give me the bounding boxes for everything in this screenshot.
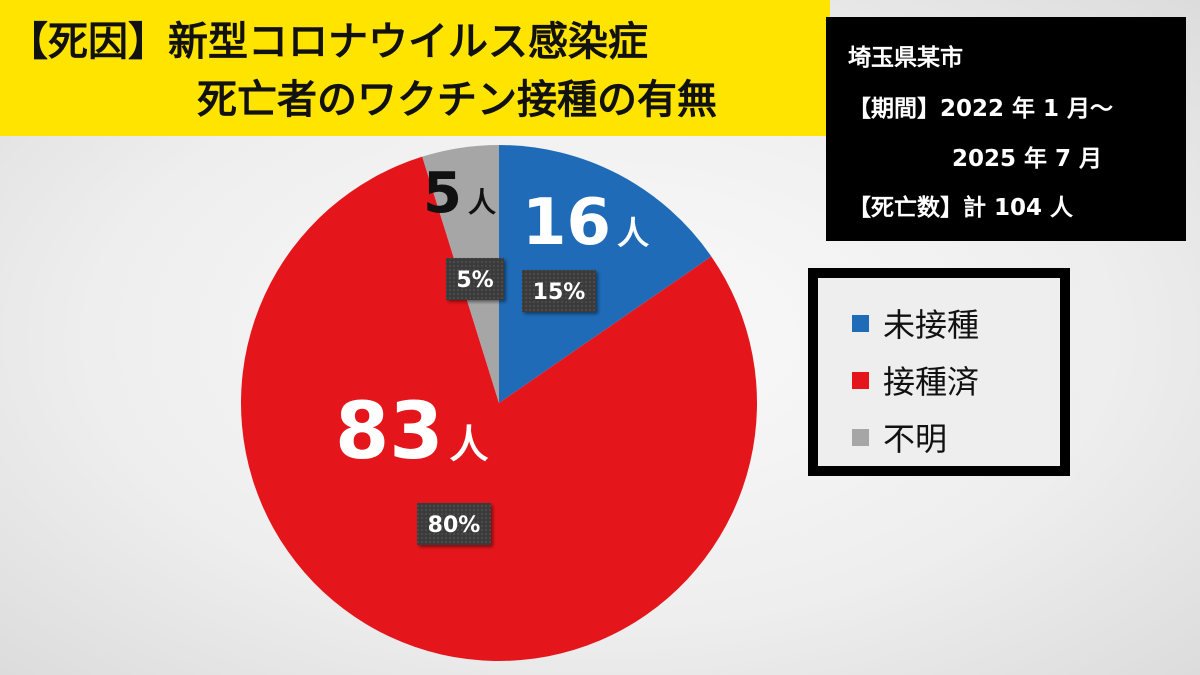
slice-count-label-unvaccinated: 16 人 xyxy=(522,186,649,260)
slice-count-value-unvaccinated: 16 xyxy=(522,186,611,260)
info-death-count: 【死亡数】計 104 人 xyxy=(848,195,1074,221)
percent-label-box xyxy=(446,258,504,300)
legend-item-unknown: 不明 xyxy=(852,414,947,460)
percent-label-text: 80% xyxy=(428,513,481,538)
slice-count-unit-unvaccinated: 人 xyxy=(617,214,649,252)
legend-swatch-vaccinated xyxy=(852,371,869,389)
slice-percent-label-vaccinated: 80% xyxy=(417,503,491,545)
slice-percent-label-unvaccinated: 15% xyxy=(522,270,596,312)
legend-swatch-unknown xyxy=(852,428,869,446)
title-line-1: 【死因】新型コロナウイルス感染症 xyxy=(8,19,648,65)
percent-label-box xyxy=(522,270,596,312)
legend-label-unvaccinated: 未接種 xyxy=(883,306,980,344)
pie-slice-vaccinated xyxy=(240,156,757,662)
slice-count-label-vaccinated: 83 人 xyxy=(335,387,489,477)
slice-count-unit-vaccinated: 人 xyxy=(450,423,489,468)
legend-item-vaccinated: 接種済 xyxy=(852,357,979,403)
slice-count-value-unknown: 5 xyxy=(423,161,462,226)
info-city: 埼玉県某市 xyxy=(848,45,963,71)
slice-percent-label-unknown: 5% xyxy=(446,258,504,300)
percent-label-box xyxy=(417,503,491,545)
pie-slice-unvaccinated xyxy=(499,145,712,403)
percent-label-text: 5% xyxy=(456,268,493,293)
info-period-start: 【期間】2022 年 1 月～ xyxy=(848,96,1114,122)
legend-item-unvaccinated: 未接種 xyxy=(852,300,979,346)
legend-swatch-unvaccinated xyxy=(852,314,869,332)
info-period-end: 2025 年 7 月 xyxy=(952,146,1103,172)
percent-label-text: 15% xyxy=(533,280,586,305)
info-box: 埼玉県某市 【期間】2022 年 1 月～ 2025 年 7 月 【死亡数】計 … xyxy=(826,17,1186,241)
slice-count-unit-unknown: 人 xyxy=(468,186,496,219)
legend: 未接種 接種済 不明 xyxy=(808,268,1070,476)
title-banner: 【死因】新型コロナウイルス感染症 死亡者のワクチン接種の有無 xyxy=(0,0,830,136)
title-line-2: 死亡者のワクチン接種の有無 xyxy=(197,77,717,123)
slice-count-value-vaccinated: 83 xyxy=(335,387,444,477)
legend-label-vaccinated: 接種済 xyxy=(883,363,980,401)
legend-label-unknown: 不明 xyxy=(883,420,948,458)
